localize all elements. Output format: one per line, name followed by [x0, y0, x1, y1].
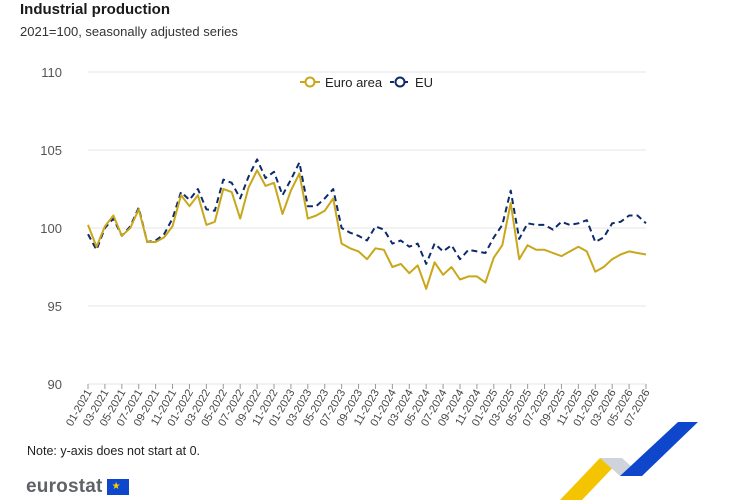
- legend-label: EU: [415, 75, 433, 90]
- eurostat-logo: eurostat: [26, 476, 129, 498]
- grid-lines: [88, 71, 646, 385]
- y-axis: 90 95 100 105 110: [40, 65, 62, 392]
- series-line-eu: [87, 158, 647, 265]
- legend: Euro area EU: [300, 75, 433, 90]
- y-tick-label: 90: [48, 377, 62, 392]
- series-line-euro-area: [87, 169, 647, 290]
- series-lines: [87, 158, 647, 290]
- chart-subtitle: 2021=100, seasonally adjusted series: [20, 24, 238, 39]
- y-tick-label: 105: [40, 143, 62, 158]
- decorative-ribbon-graphic: [560, 422, 698, 500]
- legend-marker: [394, 76, 406, 88]
- y-tick-label: 100: [40, 221, 62, 236]
- axis-note: Note: y-axis does not start at 0.: [27, 444, 200, 458]
- y-tick-label: 110: [41, 65, 62, 80]
- y-tick-label: 95: [48, 299, 62, 314]
- logo-text: eurostat: [26, 476, 103, 497]
- legend-label: Euro area: [325, 75, 383, 90]
- chart-title: Industrial production: [20, 1, 170, 18]
- eu-flag-icon: [106, 479, 129, 495]
- legend-marker: [304, 76, 316, 88]
